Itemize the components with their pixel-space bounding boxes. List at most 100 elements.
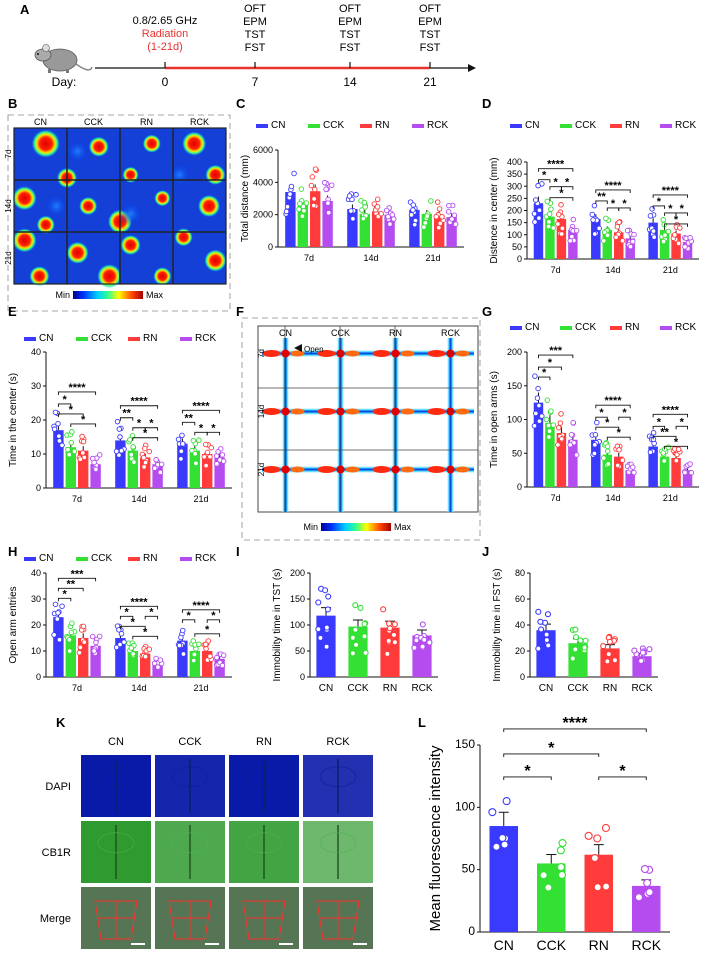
data-point	[433, 213, 440, 220]
data-point	[353, 641, 360, 648]
if-col-label: RN	[256, 736, 272, 748]
data-point	[151, 660, 158, 667]
data-point	[291, 170, 297, 177]
y-tick-label: 60	[515, 594, 525, 604]
x-tick-label: CN	[539, 683, 553, 694]
data-point	[208, 444, 215, 451]
data-point	[634, 893, 643, 902]
y-tick-label: 50	[462, 862, 476, 876]
significance-marker: *	[680, 203, 685, 215]
data-point	[127, 436, 133, 443]
roi-outline	[168, 900, 212, 940]
epm-hot-spot	[290, 466, 305, 473]
y-tick-label: 50	[512, 448, 522, 458]
bar	[347, 209, 358, 247]
timeline-test: EPM	[243, 16, 267, 28]
bar	[189, 450, 200, 488]
y-tick-label: 0	[517, 482, 522, 492]
data-point	[315, 599, 322, 606]
panel-label-k: K	[56, 715, 66, 730]
epm-hot-spot	[427, 350, 446, 357]
data-point	[361, 199, 368, 206]
data-point	[537, 618, 544, 625]
panel-label-f: F	[236, 304, 244, 319]
significance-bracket	[675, 212, 688, 216]
data-point	[219, 662, 226, 669]
data-point	[590, 853, 599, 863]
y-tick-label: 200	[507, 206, 522, 216]
legend-label: RN	[143, 553, 157, 564]
data-point	[201, 454, 208, 460]
bar	[285, 192, 296, 247]
epm-closed-arm	[391, 338, 400, 512]
data-point	[651, 234, 657, 240]
y-tick-label: 100	[455, 799, 475, 813]
significance-bracket	[119, 605, 159, 610]
timeline-test: EPM	[338, 16, 362, 28]
y-tick-label: 100	[507, 415, 522, 425]
data-point	[389, 212, 396, 218]
data-point	[118, 448, 125, 454]
heatmap-row-label: 7d	[4, 150, 13, 159]
significance-marker: *	[131, 616, 136, 628]
epm-col-label: CCK	[331, 328, 350, 338]
legend-swatch	[510, 124, 522, 128]
data-point	[569, 655, 576, 662]
bar	[140, 653, 151, 677]
significance-marker: *	[542, 367, 547, 379]
significance-bracket	[652, 425, 666, 430]
data-point	[650, 429, 657, 436]
bar	[115, 638, 126, 677]
data-point	[385, 637, 392, 644]
legend-swatch	[360, 124, 372, 128]
data-point	[346, 193, 353, 199]
data-point	[190, 657, 197, 664]
y-tick-label: 100	[290, 620, 305, 630]
data-point	[214, 461, 220, 467]
data-point	[682, 244, 688, 250]
data-point	[411, 221, 418, 228]
significance-bracket	[181, 421, 196, 426]
y-tick-label: 2000	[253, 210, 273, 220]
data-point	[408, 212, 415, 218]
radiation-label: Radiation	[142, 28, 188, 40]
data-point	[502, 797, 511, 806]
colorbar-max-label: Max	[394, 522, 412, 532]
significance-marker: ****	[563, 715, 589, 732]
data-point	[96, 633, 103, 640]
bar	[614, 456, 624, 487]
data-point	[359, 207, 365, 213]
significance-marker: *	[559, 188, 564, 200]
epm-center	[446, 407, 455, 416]
epm-hot-spot	[317, 408, 336, 415]
legend-label: CCK	[91, 553, 112, 564]
x-tick-label: CCK	[536, 937, 566, 953]
data-point	[179, 432, 185, 439]
data-point	[303, 200, 310, 206]
heat-spot	[120, 235, 141, 255]
bar	[53, 430, 64, 488]
timeline-day: 0	[162, 75, 169, 89]
if-image-grid: CN CCK RN RCK DAPI CB1R Merge	[40, 736, 373, 949]
bar	[177, 443, 188, 488]
legend-swatch	[128, 337, 140, 341]
data-point	[536, 418, 543, 424]
significance-marker: ****	[662, 404, 680, 416]
x-tick-label: 14d	[131, 494, 146, 504]
data-point	[682, 469, 688, 476]
data-point	[557, 420, 564, 426]
bar	[545, 422, 555, 487]
significance-bracket	[57, 391, 97, 395]
heatmap-col-label: RCK	[190, 117, 209, 127]
significance-marker: *	[137, 418, 142, 430]
bar	[421, 213, 432, 247]
data-point	[56, 438, 63, 444]
data-point	[643, 878, 652, 887]
bar	[545, 216, 555, 259]
data-point	[536, 215, 542, 221]
significance-bracket	[549, 197, 574, 201]
y-axis-label: Time in the center (s)	[8, 373, 19, 467]
data-point	[323, 186, 329, 193]
legend-swatch	[76, 337, 88, 341]
